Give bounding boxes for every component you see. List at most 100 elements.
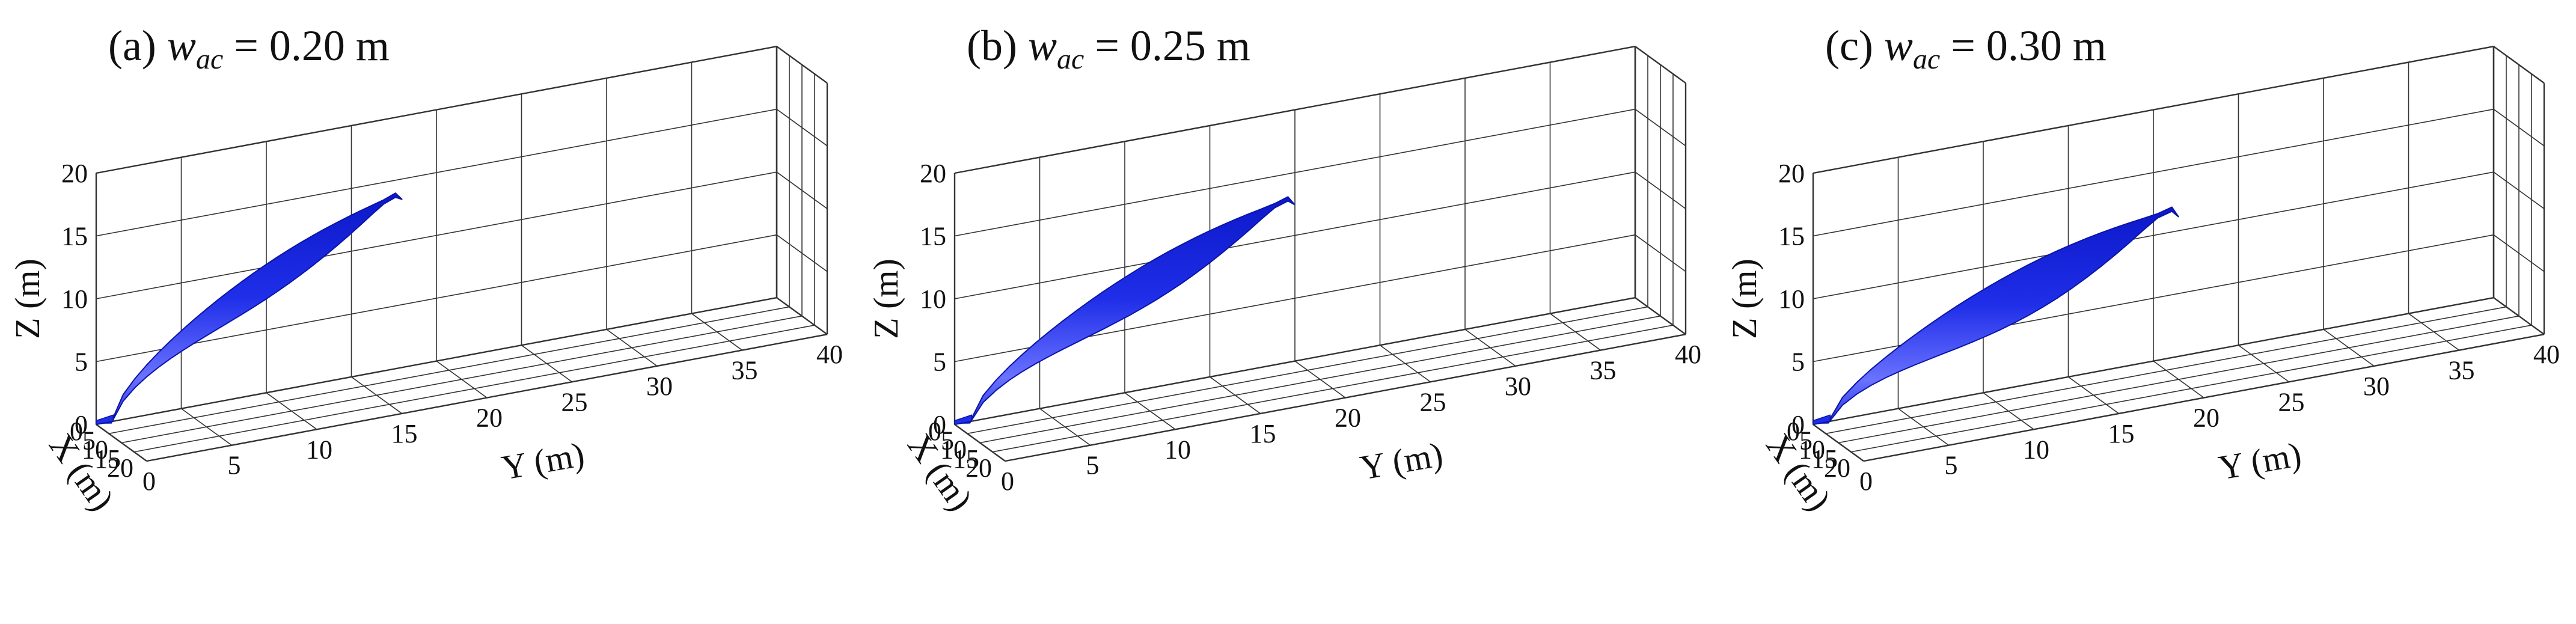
grid-line-floor-x: [2323, 329, 2375, 367]
z-tick-label: 20: [920, 159, 946, 188]
y-tick-label: 30: [1505, 372, 1531, 401]
grid-line-floor-x: [1635, 297, 1686, 335]
x-tick-label: 20: [965, 453, 992, 483]
y-tick-label: 25: [1420, 387, 1446, 417]
grid-line-floor-x: [2238, 344, 2289, 382]
y-tick-label: 40: [2533, 340, 2560, 369]
grid-line-floor-x: [1210, 376, 1261, 414]
x-tick-label: 0: [1787, 417, 1800, 446]
grid-line-side-horizontal: [1635, 234, 1686, 272]
title-value: = 0.30 m: [1940, 22, 2106, 70]
grid-line-side-horizontal: [2493, 234, 2545, 272]
title-value: = 0.25 m: [1084, 22, 1250, 70]
y-tick-label: 25: [561, 387, 588, 417]
x-tick-label: 5: [82, 426, 96, 455]
y-tick-label: 15: [391, 419, 418, 448]
grid-line-side-horizontal: [2493, 46, 2545, 84]
z-tick-label: 5: [75, 347, 88, 377]
grid-line-side-horizontal: [776, 171, 828, 209]
z-axis-title: Z (m): [866, 258, 905, 339]
y-tick-label: 0: [142, 466, 156, 496]
y-tick-label: 35: [732, 356, 758, 385]
x-tick-label: 20: [1824, 453, 1850, 483]
x-tick-label: 10: [1799, 435, 1825, 465]
grid-line-floor-x: [1294, 360, 1346, 399]
y-axis-title: Y (m): [499, 435, 587, 488]
grid-line-back-horizontal: [96, 171, 777, 299]
z-tick-label: 10: [1778, 284, 1805, 314]
z-tick-label: 0: [933, 410, 946, 439]
z-tick-label: 15: [61, 222, 88, 251]
grid-line-back-horizontal: [954, 46, 1636, 174]
grid-line-floor-x: [521, 344, 572, 382]
grid-line-side-horizontal: [1635, 46, 1686, 84]
panel-title: (c) wac = 0.30 m: [1825, 22, 2106, 75]
grid-line-back-horizontal: [954, 171, 1636, 299]
grid-line-side-horizontal: [776, 46, 828, 84]
grid-line-floor-x: [1898, 408, 1949, 446]
z-tick-label: 15: [920, 222, 946, 251]
y-tick-label: 10: [1164, 435, 1191, 464]
y-tick-label: 5: [1945, 451, 1958, 480]
x-tick-label: 20: [107, 453, 133, 483]
y-tick-label: 20: [476, 403, 503, 433]
grid-line-back-horizontal: [96, 108, 777, 237]
grid-line-floor-x: [2068, 376, 2119, 414]
panel-label: (b): [967, 22, 1028, 70]
z-tick-label: 10: [920, 284, 946, 314]
grid-line-back-horizontal: [954, 108, 1636, 237]
z-tick-label: 0: [1791, 410, 1805, 439]
x-tick-label: 5: [941, 426, 954, 455]
grid-line-floor-x: [606, 329, 658, 367]
y-tick-label: 15: [2108, 419, 2135, 448]
plume-source: [954, 414, 973, 425]
y-axis-title: Y (m): [1357, 435, 1446, 488]
grid-line-back-horizontal: [1813, 171, 2494, 299]
grid-line-side-horizontal: [2493, 109, 2545, 147]
z-tick-label: 15: [1778, 222, 1805, 251]
z-axis-title: Z (m): [1725, 258, 1764, 339]
y-tick-label: 10: [2023, 435, 2049, 464]
x-tick-label: 0: [70, 417, 83, 446]
title-subscript: ac: [196, 43, 223, 75]
y-tick-label: 40: [816, 340, 843, 369]
y-axis-title: Y (m): [2216, 435, 2304, 488]
y-tick-label: 10: [306, 435, 332, 464]
grid-line-floor-x: [2408, 313, 2459, 351]
grid-line-floor-x: [1983, 392, 2034, 430]
grid-line-side-horizontal: [2493, 171, 2545, 209]
grid-line-floor-x: [1380, 344, 1431, 382]
grid-line-side-horizontal: [1635, 109, 1686, 147]
grid-line-floor-x: [691, 313, 742, 351]
grid-line-back-horizontal: [96, 46, 777, 174]
z-tick-label: 0: [75, 410, 88, 439]
y-tick-label: 20: [1335, 403, 1361, 433]
x-tick-label: 10: [82, 435, 108, 465]
grid-line-floor-x: [1464, 329, 1516, 367]
grid-line-side-horizontal: [776, 234, 828, 272]
z-tick-label: 10: [61, 284, 88, 314]
y-tick-label: 30: [646, 372, 673, 401]
x-tick-label: 15: [1811, 444, 1838, 474]
y-tick-label: 15: [1250, 419, 1276, 448]
y-tick-label: 40: [1675, 340, 1701, 369]
grid-line-floor-x: [436, 360, 488, 399]
grid-line-back-horizontal: [96, 234, 777, 362]
y-tick-label: 0: [1001, 466, 1014, 496]
y-tick-label: 25: [2278, 387, 2305, 417]
grid-line-floor-x: [776, 297, 828, 335]
grid-line-floor-x: [2493, 297, 2545, 335]
title-variable: w: [167, 22, 196, 70]
title-subscript: ac: [1913, 43, 1940, 75]
grid-line-floor-x: [96, 424, 147, 462]
panel-label: (a): [108, 22, 167, 70]
y-tick-label: 0: [1859, 466, 1873, 496]
y-tick-label: 35: [1590, 356, 1617, 385]
plume-surface: [96, 192, 403, 424]
y-tick-label: 20: [2193, 403, 2220, 433]
grid-line-floor-x: [2153, 360, 2204, 399]
